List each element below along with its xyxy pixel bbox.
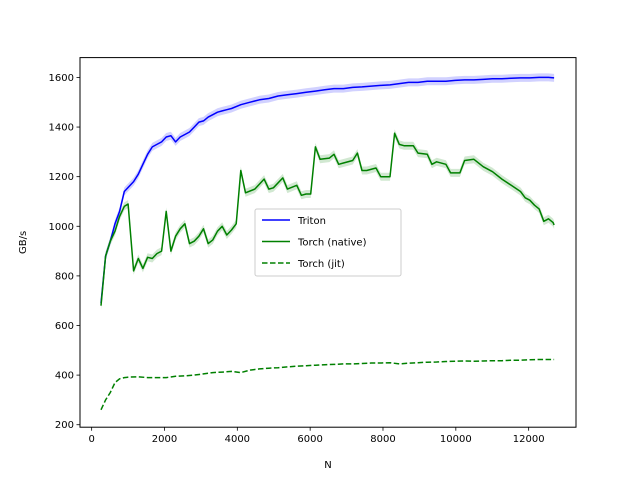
y-axis-label: GB/s	[18, 231, 29, 254]
y-tick-label: 200	[55, 420, 74, 431]
x-tick-label: 2000	[152, 434, 177, 445]
legend-label-torch-jit: Torch (jit)	[297, 259, 345, 270]
legend-label-triton: Triton	[297, 216, 326, 227]
x-tick-label: 0	[88, 434, 94, 445]
series-layer	[100, 73, 555, 411]
y-tick-label: 1600	[49, 73, 74, 84]
x-tick-label: 6000	[297, 434, 322, 445]
series-line-triton	[100, 76, 555, 304]
legend-label-torch-native: Torch (native)	[297, 238, 367, 249]
x-tick-label: 4000	[225, 434, 250, 445]
x-axis-label: N	[324, 460, 331, 471]
y-tick-label: 600	[55, 321, 74, 332]
y-tick-label: 1200	[49, 172, 74, 183]
x-tick-label: 12000	[513, 434, 545, 445]
legend: Triton Torch (native) Torch (jit)	[254, 208, 402, 277]
y-tick-label: 800	[55, 271, 74, 282]
series-line-torch-jit	[100, 358, 555, 411]
x-tick-label: 8000	[370, 434, 395, 445]
x-axis-ticks: 0 2000 4000 6000 8000 10000 12000	[88, 427, 545, 445]
y-tick-label: 400	[55, 371, 74, 382]
y-axis-ticks: 200 400 600 800 1000 1200 1400 1600	[49, 73, 80, 431]
y-tick-label: 1000	[49, 222, 74, 233]
x-tick-label: 10000	[440, 434, 472, 445]
y-tick-label: 1400	[49, 123, 74, 134]
plot-frame	[79, 57, 577, 428]
legend-box	[254, 208, 402, 277]
series-line-torch-native	[100, 132, 555, 306]
